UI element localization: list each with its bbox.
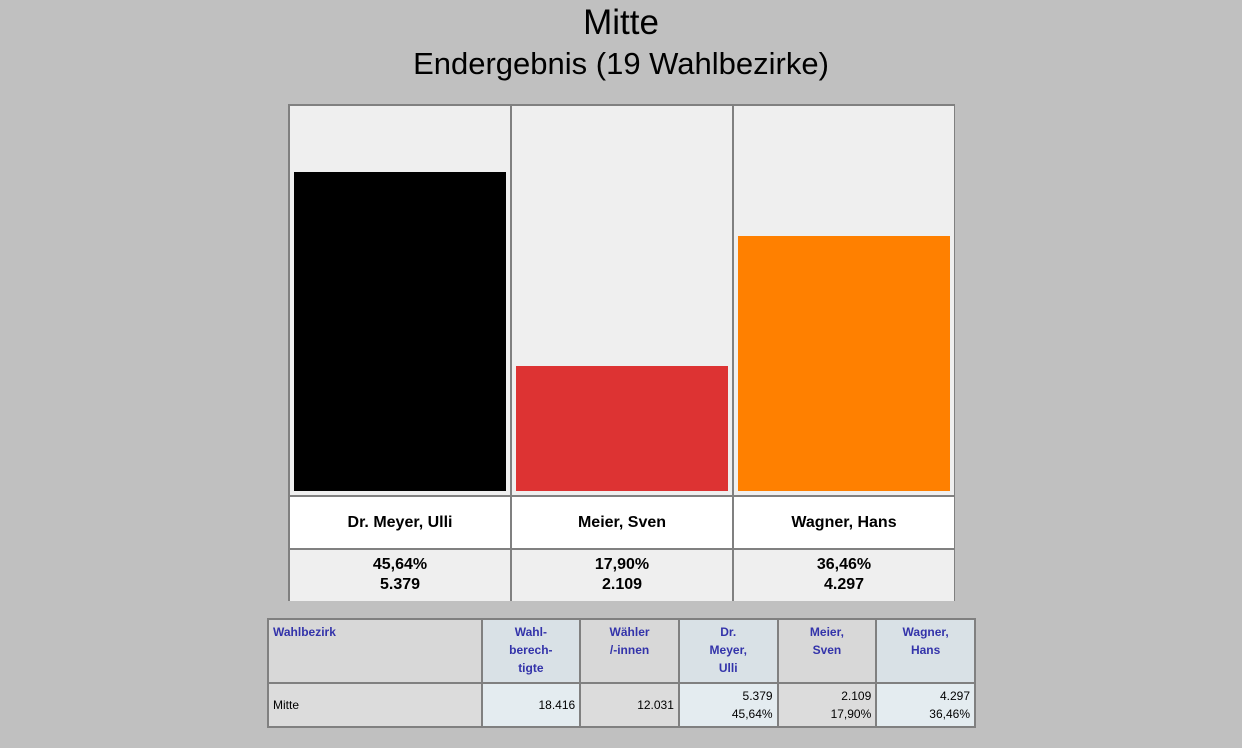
header-voters[interactable]: Wähler/-innen bbox=[581, 620, 678, 682]
header-candidate-3[interactable]: Wagner, Hans bbox=[877, 620, 974, 682]
candidate-result-3: 36,46% 4.297 bbox=[734, 550, 954, 601]
votes-label-2: 2.109 bbox=[601, 576, 643, 593]
cell-candidate-2-pct: 17,90% bbox=[830, 707, 872, 721]
candidate-result-2: 17,90% 2.109 bbox=[512, 550, 732, 601]
cell-candidate-3: 4.297 36,46% bbox=[877, 684, 974, 726]
cell-candidate-2: 2.109 17,90% bbox=[778, 684, 876, 726]
cell-candidate-1-votes: 5.379 bbox=[742, 689, 773, 703]
cell-voters: 12.031 bbox=[581, 684, 678, 726]
header-candidate-2[interactable]: Meier, Sven bbox=[778, 620, 876, 682]
table-header-row: Wahlbezirk Wahl-berech-tigte Wähler/-inn… bbox=[269, 620, 974, 682]
plot-area-2 bbox=[512, 106, 732, 495]
cell-candidate-3-pct: 36,46% bbox=[929, 707, 970, 721]
plot-area-1 bbox=[290, 106, 510, 495]
votes-label-1: 5.379 bbox=[379, 576, 421, 593]
plot-area-3 bbox=[734, 106, 954, 495]
bar-dr-meyer bbox=[294, 172, 506, 491]
votes-label-3: 4.297 bbox=[823, 576, 865, 593]
bar-wagner bbox=[738, 236, 950, 491]
candidate-name-1: Dr. Meyer, Ulli bbox=[290, 497, 510, 548]
cell-candidate-3-votes: 4.297 bbox=[939, 689, 970, 703]
bar-meier bbox=[516, 366, 728, 491]
percent-label-3: 36,46% bbox=[816, 556, 872, 573]
candidate-result-1: 45,64% 5.379 bbox=[290, 550, 510, 601]
header-district[interactable]: Wahlbezirk bbox=[269, 620, 481, 682]
header-candidate-1[interactable]: Dr. Meyer, Ulli bbox=[679, 620, 777, 682]
candidate-name-3: Wagner, Hans bbox=[734, 497, 954, 548]
results-table: Wahlbezirk Wahl-berech-tigte Wähler/-inn… bbox=[267, 618, 976, 728]
percent-label-2: 17,90% bbox=[594, 556, 650, 573]
header-eligible[interactable]: Wahl-berech-tigte bbox=[482, 620, 580, 682]
cell-candidate-1-pct: 45,64% bbox=[731, 707, 773, 721]
cell-district: Mitte bbox=[269, 684, 481, 726]
cell-eligible: 18.416 bbox=[482, 684, 580, 726]
table-row: Mitte 18.416 12.031 5.379 45,64% 2.109 1… bbox=[269, 684, 974, 726]
percent-label-1: 45,64% bbox=[372, 556, 428, 573]
bar-chart: Dr. Meyer, Ulli 45,64% 5.379 Meier, Sven… bbox=[288, 104, 955, 601]
page-subtitle: Endergebnis (19 Wahlbezirke) bbox=[413, 46, 829, 81]
candidate-name-2: Meier, Sven bbox=[512, 497, 732, 548]
cell-candidate-1: 5.379 45,64% bbox=[679, 684, 777, 726]
cell-candidate-2-votes: 2.109 bbox=[841, 689, 872, 703]
page-title: Mitte bbox=[583, 3, 659, 42]
